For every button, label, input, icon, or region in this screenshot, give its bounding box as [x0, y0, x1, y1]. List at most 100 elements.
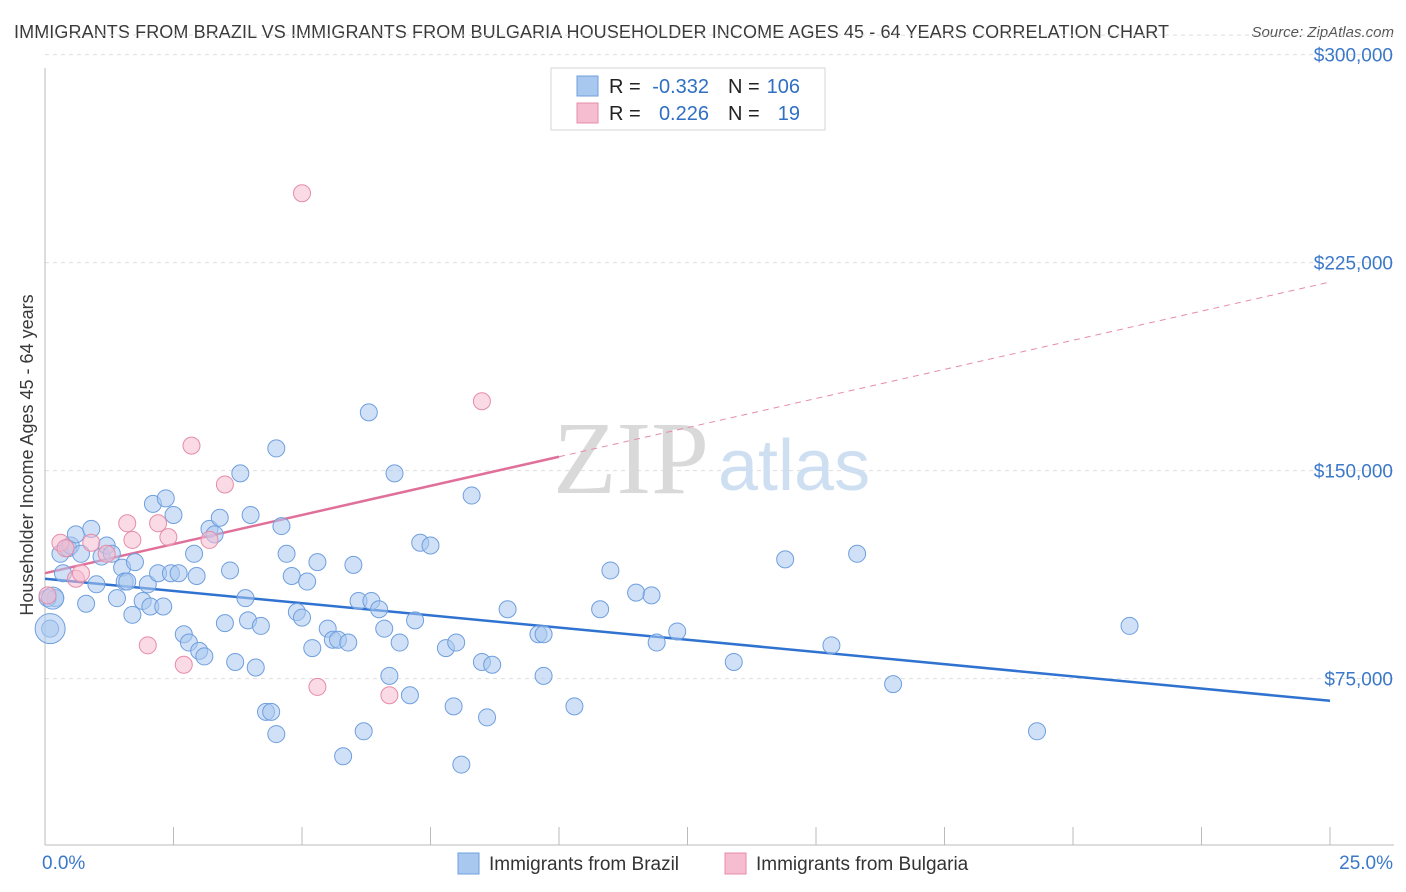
data-point-brazil: [375, 619, 394, 638]
data-point-bulgaria: [118, 514, 137, 533]
y-tick-label: $225,000: [1314, 254, 1393, 275]
legend-n-value-bulgaria: 19: [778, 103, 800, 125]
trend-line-brazil: [44, 577, 1331, 703]
trend-line-bulgaria-dashed: [558, 281, 1331, 458]
y-tick-label: $150,000: [1314, 462, 1393, 483]
data-point-brazil: [724, 652, 743, 671]
data-point-brazil: [447, 633, 466, 652]
data-point-brazil: [1028, 722, 1047, 741]
legend-r-value-brazil: -0.332: [652, 76, 709, 98]
data-point-brazil: [627, 583, 646, 602]
legend-r-label-bulgaria: R =: [609, 103, 641, 125]
data-point-brazil: [210, 508, 229, 527]
x-tick-label-min: 0.0%: [42, 853, 85, 874]
y-tick-label: $300,000: [1314, 46, 1393, 67]
data-point-brazil: [267, 439, 286, 458]
series-bulgaria-points: [38, 184, 491, 705]
data-point-brazil: [66, 525, 85, 544]
data-point-brazil: [118, 572, 137, 591]
data-point-brazil: [267, 725, 286, 744]
data-point-brazil: [601, 561, 620, 580]
chart-title: IMMIGRANTS FROM BRAZIL VS IMMIGRANTS FRO…: [14, 22, 1170, 42]
data-point-brazil: [1120, 616, 1139, 635]
data-point-brazil: [822, 636, 841, 655]
data-point-brazil: [195, 647, 214, 666]
data-point-brazil: [107, 589, 126, 608]
data-point-brazil: [77, 594, 96, 613]
data-point-brazil: [444, 697, 463, 716]
data-point-bulgaria: [308, 677, 327, 696]
series-legend-label-bulgaria: Immigrants from Bulgaria: [756, 854, 969, 875]
data-point-brazil: [282, 566, 301, 585]
data-point-brazil: [303, 639, 322, 658]
data-point-brazil: [231, 464, 250, 483]
data-point-brazil: [380, 666, 399, 685]
data-point-brazil: [215, 614, 234, 633]
watermark-atlas: atlas: [718, 426, 870, 506]
series-legend-label-brazil: Immigrants from Brazil: [489, 854, 679, 875]
data-point-brazil: [308, 553, 327, 572]
data-point-brazil: [452, 755, 471, 774]
data-point-brazil: [293, 608, 311, 627]
series-brazil-points: [34, 403, 1139, 774]
data-point-brazil: [478, 708, 497, 727]
axes: [44, 68, 1394, 846]
data-point-bulgaria: [159, 528, 178, 547]
data-point-brazil: [154, 597, 173, 616]
grid-lines: [45, 34, 1394, 680]
data-point-brazil: [246, 658, 265, 677]
data-point-bulgaria: [293, 184, 311, 203]
data-point-bulgaria: [123, 530, 142, 549]
data-point-bulgaria: [174, 655, 193, 674]
data-point-brazil: [87, 575, 106, 594]
data-point-brazil: [359, 403, 378, 422]
data-point-bulgaria: [97, 544, 116, 563]
data-point-brazil: [339, 633, 358, 652]
data-point-brazil: [125, 553, 144, 572]
data-point-brazil: [123, 605, 142, 624]
series-legend-swatch-brazil: [457, 852, 480, 875]
data-point-brazil: [406, 611, 425, 630]
x-tick-label-max: 25.0%: [1339, 853, 1393, 874]
data-point-brazil: [298, 572, 317, 591]
data-point-bulgaria: [472, 392, 491, 411]
data-point-brazil: [884, 675, 903, 694]
data-point-brazil: [251, 616, 270, 635]
series-legend-swatch-bulgaria: [724, 852, 747, 875]
legend-r-label-brazil: R =: [609, 76, 641, 98]
data-point-bulgaria: [38, 586, 57, 605]
legend-r-value-bulgaria: 0.226: [659, 103, 709, 125]
data-point-brazil: [390, 633, 409, 652]
data-point-brazil: [226, 652, 245, 671]
legend-swatch-bulgaria: [576, 102, 599, 124]
data-point-brazil: [344, 555, 363, 574]
data-point-bulgaria: [149, 514, 168, 533]
data-point-brazil: [591, 600, 610, 619]
data-point-brazil: [400, 686, 419, 705]
data-point-brazil: [164, 505, 183, 524]
data-point-brazil: [647, 633, 666, 652]
data-point-bulgaria: [71, 564, 90, 583]
series-legend: Immigrants from Brazil Immigrants from B…: [457, 852, 969, 875]
data-point-bulgaria: [200, 530, 219, 549]
data-point-brazil: [421, 536, 440, 555]
data-point-brazil: [241, 505, 260, 524]
data-point-brazil: [354, 722, 373, 741]
legend-n-label-brazil: N =: [728, 76, 760, 98]
data-point-brazil: [776, 550, 795, 569]
data-point-brazil: [370, 600, 389, 619]
data-point-brazil: [462, 486, 481, 505]
trend-lines: [44, 281, 1331, 703]
watermark-zip: ZIP: [553, 401, 709, 516]
data-point-brazil: [642, 586, 661, 605]
data-point-brazil: [483, 655, 502, 674]
data-point-brazil: [236, 589, 255, 608]
data-point-brazil: [534, 625, 553, 644]
legend-swatch-brazil: [576, 75, 599, 97]
data-point-brazil: [187, 566, 206, 585]
data-point-brazil: [277, 544, 296, 563]
stats-legend: R = -0.332 N = 106 R = 0.226 N = 19: [550, 67, 826, 131]
x-tick-marks: [173, 827, 1331, 845]
data-point-brazil: [334, 747, 353, 766]
data-point-bulgaria: [182, 436, 201, 455]
